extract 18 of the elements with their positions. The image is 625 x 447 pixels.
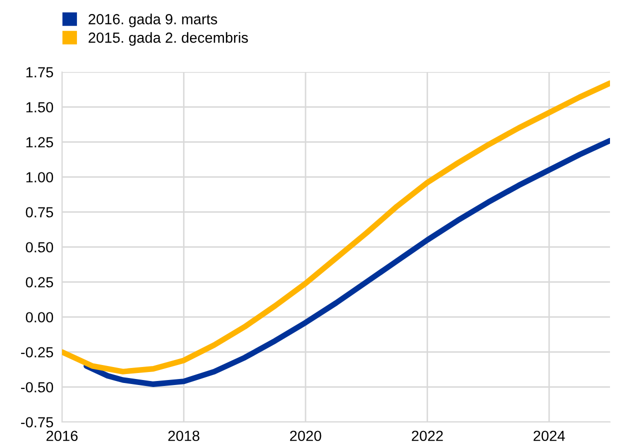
y-tick-label: 1.00 xyxy=(26,172,54,182)
x-tick-label: 2024 xyxy=(534,430,565,442)
x-tick-label: 2020 xyxy=(290,430,322,442)
x-tick-label: 2016 xyxy=(46,430,78,442)
y-tick-label: 0.75 xyxy=(26,207,54,218)
y-tick-label: -0.75 xyxy=(21,417,54,428)
legend-label: 2015. gada 2. decembris xyxy=(88,32,248,46)
y-tick-label: 1.50 xyxy=(26,102,54,112)
y-tick-label: 1.75 xyxy=(26,67,54,78)
legend-label: 2016. gada 9. marts xyxy=(88,14,218,28)
y-tick-label: -0.25 xyxy=(21,347,54,358)
x-tick-label: 2018 xyxy=(168,430,200,442)
y-tick-label: 0.00 xyxy=(26,312,54,322)
y-tick-label: 0.25 xyxy=(26,277,54,288)
x-tick-label: 2022 xyxy=(412,430,443,442)
y-tick-label: 0.50 xyxy=(26,242,54,252)
y-tick-label: 1.25 xyxy=(26,137,54,148)
y-tick-label: -0.50 xyxy=(21,382,54,392)
